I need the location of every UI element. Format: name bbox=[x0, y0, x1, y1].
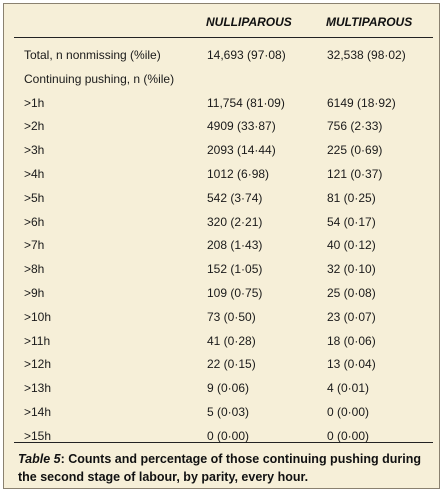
row-label: >10h bbox=[24, 309, 52, 324]
row-label: >11h bbox=[24, 333, 51, 348]
table-caption: Table 5: Counts and percentage of those … bbox=[18, 450, 430, 486]
row-label: >12h bbox=[24, 357, 52, 372]
cell-multiparous: 13 (0·04) bbox=[327, 357, 376, 372]
row-label: >3h bbox=[24, 143, 45, 158]
row-label: >9h bbox=[24, 285, 45, 300]
table-row: >14h 5 (0·03) 0 (0·00) bbox=[4, 402, 439, 426]
caption-text: : Counts and percentage of those continu… bbox=[18, 452, 422, 484]
table-row: >5h 542 (3·74) 81 (0·25) bbox=[4, 188, 439, 212]
table-row: >1h 11,754 (81·09) 6149 (18·92) bbox=[4, 93, 439, 117]
cell-nulliparous: 1012 (6·98) bbox=[207, 166, 270, 181]
table-panel: NULLIPAROUS MULTIPAROUS Total, n nonmiss… bbox=[3, 3, 440, 489]
table-row: >8h 152 (1·05) 32 (0·10) bbox=[4, 259, 439, 283]
row-label: >2h bbox=[24, 119, 45, 134]
row-label: Total, n nonmissing (%ile) bbox=[24, 48, 161, 62]
cell-multiparous: 756 (2·33) bbox=[327, 119, 383, 134]
row-label: >1h bbox=[24, 95, 45, 110]
cell-multiparous: 121 (0·37) bbox=[327, 166, 383, 181]
cell-nulliparous: 542 (3·74) bbox=[207, 190, 263, 205]
cell-multiparous: 23 (0·07) bbox=[327, 309, 376, 324]
cell-nulliparous: 320 (2·21) bbox=[207, 214, 263, 229]
table-row: >4h 1012 (6·98) 121 (0·37) bbox=[4, 164, 439, 188]
row-label: >6h bbox=[24, 214, 45, 229]
cell-nulliparous: 9 (0·06) bbox=[207, 381, 250, 396]
row-label: >5h bbox=[24, 190, 45, 205]
cell-nulliparous: 5 (0·03) bbox=[207, 404, 250, 419]
cell-multiparous: 81 (0·25) bbox=[327, 190, 376, 205]
row-label: >13h bbox=[24, 381, 52, 396]
cell-nulliparous: 73 (0·50) bbox=[207, 309, 256, 324]
cell-nulliparous: 2093 (14·44) bbox=[207, 143, 276, 158]
cell-multiparous: 0 (0·00) bbox=[327, 428, 370, 443]
row-label: Continuing pushing, n (%ile) bbox=[24, 71, 175, 86]
cell-multiparous: 6149 (18·92) bbox=[327, 95, 396, 110]
row-label: >14h bbox=[24, 404, 52, 419]
table-row: >15h 0 (0·00) 0 (0·00) bbox=[4, 426, 439, 450]
cell-nulliparous: 41 (0·28) bbox=[207, 333, 256, 348]
cell-nulliparous: 4909 (33·87) bbox=[207, 119, 276, 134]
column-header-nulliparous: NULLIPAROUS bbox=[206, 15, 292, 29]
row-label: >4h bbox=[24, 166, 45, 181]
caption-label: Table 5 bbox=[18, 452, 61, 466]
table-row: >3h 2093 (14·44) 225 (0·69) bbox=[4, 140, 439, 164]
cell-multiparous: 25 (0·08) bbox=[327, 285, 376, 300]
row-label: >15h bbox=[24, 428, 52, 443]
table-row: >2h 4909 (33·87) 756 (2·33) bbox=[4, 116, 439, 140]
cell-nulliparous: 22 (0·15) bbox=[207, 357, 256, 372]
caption-divider bbox=[14, 442, 433, 443]
table-row: >9h 109 (0·75) 25 (0·08) bbox=[4, 283, 439, 307]
header-divider bbox=[14, 37, 433, 38]
table-row: >6h 320 (2·21) 54 (0·17) bbox=[4, 212, 439, 236]
cell-multiparous: 18 (0·06) bbox=[327, 333, 376, 348]
cell-nulliparous: 152 (1·05) bbox=[207, 262, 263, 277]
cell-nulliparous: 14,693 (97·08) bbox=[207, 48, 286, 62]
cell-multiparous: 225 (0·69) bbox=[327, 143, 383, 158]
table-row: Continuing pushing, n (%ile) bbox=[4, 69, 439, 93]
table-body: Total, n nonmissing (%ile) 14,693 (97·08)… bbox=[4, 45, 439, 450]
table-row: >10h 73 (0·50) 23 (0·07) bbox=[4, 307, 439, 331]
cell-multiparous: 0 (0·00) bbox=[327, 404, 370, 419]
table-row: >11h 41 (0·28) 18 (0·06) bbox=[4, 331, 439, 355]
cell-nulliparous: 109 (0·75) bbox=[207, 285, 263, 300]
column-header-multiparous: MULTIPAROUS bbox=[326, 15, 413, 29]
row-label: >7h bbox=[24, 238, 45, 253]
row-label: >8h bbox=[24, 262, 45, 277]
cell-nulliparous: 0 (0·00) bbox=[207, 428, 250, 443]
table-row: >7h 208 (1·43) 40 (0·12) bbox=[4, 235, 439, 259]
cell-nulliparous: 11,754 (81·09) bbox=[207, 95, 285, 110]
table-row: >13h 9 (0·06) 4 (0·01) bbox=[4, 378, 439, 402]
cell-multiparous: 32 (0·10) bbox=[327, 262, 376, 277]
cell-nulliparous: 208 (1·43) bbox=[207, 238, 263, 253]
table-row: Total, n nonmissing (%ile) 14,693 (97·08)… bbox=[4, 45, 439, 69]
cell-multiparous: 32,538 (98·02) bbox=[327, 48, 406, 62]
table-row: >12h 22 (0·15) 13 (0·04) bbox=[4, 354, 439, 378]
cell-multiparous: 54 (0·17) bbox=[327, 214, 376, 229]
table-header: NULLIPAROUS MULTIPAROUS bbox=[4, 4, 439, 36]
cell-multiparous: 4 (0·01) bbox=[327, 381, 370, 396]
cell-multiparous: 40 (0·12) bbox=[327, 238, 376, 253]
